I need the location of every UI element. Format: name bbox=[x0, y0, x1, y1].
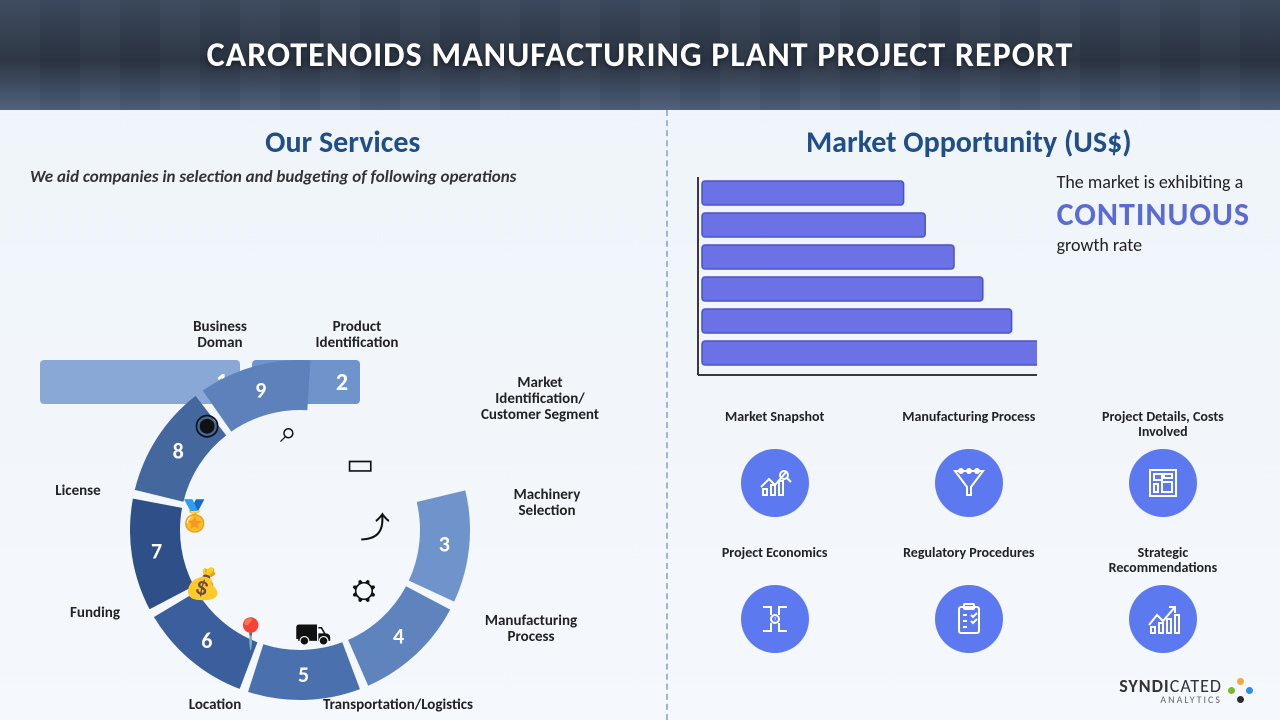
manufacturing-process-icon bbox=[935, 449, 1003, 517]
growth-bar-4 bbox=[702, 309, 1012, 333]
feature-caption: Manufacturing Process bbox=[902, 409, 1035, 443]
growth-bar-2 bbox=[702, 245, 954, 269]
strategic-recs-icon bbox=[1129, 585, 1197, 653]
truck-icon: ⛟ bbox=[294, 620, 332, 650]
ring-label-7: Location bbox=[170, 698, 260, 714]
barcode-search-icon: ⌕ bbox=[280, 418, 297, 448]
feature-project-details-icon: Project Details, Costs Involved bbox=[1083, 409, 1243, 517]
ring-label-3: Market Identification/ Customer Segment bbox=[475, 376, 605, 423]
feature-market-snapshot-icon: Market Snapshot bbox=[695, 409, 855, 517]
certificate-icon: 🏅 bbox=[176, 502, 213, 532]
ring-seg-num-5: 5 bbox=[298, 661, 309, 688]
brand-logo: SYNDICATED ANALYTICS bbox=[1119, 675, 1254, 706]
ring-label-6: Transportation/Logistics bbox=[298, 698, 498, 714]
feature-caption: Project Details, Costs Involved bbox=[1083, 409, 1243, 443]
growth-line2: growth rate bbox=[1057, 234, 1250, 256]
regulatory-procedures-icon bbox=[935, 585, 1003, 653]
services-title: Our Services bbox=[30, 124, 656, 161]
feature-strategic-recs-icon: Strategic Recommendations bbox=[1083, 545, 1243, 653]
content: Our Services We aid companies in selecti… bbox=[0, 110, 1280, 720]
ring-seg-num-4: 4 bbox=[393, 622, 404, 649]
opportunity-title: Market Opportunity (US$) bbox=[688, 124, 1250, 161]
project-economics-icon: ? bbox=[741, 585, 809, 653]
project-details-icon bbox=[1129, 449, 1197, 517]
ring-seg-num-9: 9 bbox=[255, 376, 266, 403]
money-bag-icon: 💰 bbox=[184, 570, 221, 600]
services-panel: Our Services We aid companies in selecti… bbox=[0, 110, 666, 720]
feature-regulatory-procedures-icon: Regulatory Procedures bbox=[889, 545, 1049, 653]
feature-caption: Market Snapshot bbox=[725, 409, 824, 443]
growth-bar-0 bbox=[702, 181, 904, 205]
ring-seg-num-3: 3 bbox=[439, 530, 450, 557]
bars-and-text: The market is exhibiting a CONTINUOUS gr… bbox=[688, 175, 1250, 385]
ring-seg-num-7: 7 bbox=[151, 538, 162, 565]
feature-caption: Strategic Recommendations bbox=[1083, 545, 1243, 579]
growth-big: CONTINUOUS bbox=[1057, 195, 1250, 234]
conveyor-icon: ⛭ bbox=[352, 576, 376, 606]
robot-arm-icon: ⤴ bbox=[360, 514, 390, 544]
logo-dot bbox=[1246, 687, 1253, 694]
growth-bars-chart bbox=[688, 175, 1037, 385]
ring-label-4: Machinery Selection bbox=[487, 488, 607, 520]
ring-label-5: Manufacturing Process bbox=[466, 614, 596, 646]
market-snapshot-icon bbox=[741, 449, 809, 517]
features-grid: Market Snapshot Manufacturing Process Pr… bbox=[688, 409, 1250, 653]
logo-dot bbox=[1237, 696, 1244, 703]
growth-bar-3 bbox=[702, 277, 983, 301]
pin-icon: 📍 bbox=[232, 620, 269, 650]
page-title: CAROTENOIDS MANUFACTURING PLANT PROJECT … bbox=[207, 35, 1074, 76]
header-banner: CAROTENOIDS MANUFACTURING PLANT PROJECT … bbox=[0, 0, 1280, 110]
id-card-icon: ▭ bbox=[346, 450, 374, 480]
growth-line1: The market is exhibiting a bbox=[1057, 171, 1250, 193]
ring-label-2: Product Identification bbox=[292, 320, 422, 352]
logo-dot bbox=[1237, 678, 1244, 685]
ring-seg-num-6: 6 bbox=[201, 627, 212, 654]
feature-manufacturing-process-icon: Manufacturing Process bbox=[889, 409, 1049, 517]
ring-label-9: License bbox=[38, 484, 118, 500]
growth-text: The market is exhibiting a CONTINUOUS gr… bbox=[1057, 171, 1250, 256]
growth-bar-1 bbox=[702, 213, 925, 237]
logo-dot bbox=[1228, 687, 1235, 694]
svg-text:?: ? bbox=[773, 616, 776, 624]
ring-seg-num-8: 8 bbox=[173, 437, 184, 464]
ring-label-8: Funding bbox=[55, 606, 135, 622]
services-subtitle: We aid companies in selection and budget… bbox=[30, 167, 624, 187]
feature-caption: Regulatory Procedures bbox=[903, 545, 1034, 579]
growth-bar-5 bbox=[702, 341, 1037, 365]
feature-project-economics-icon: Project Economics ? bbox=[695, 545, 855, 653]
opportunity-panel: Market Opportunity (US$) The market is e… bbox=[666, 110, 1280, 720]
ring-label-1: Business Doman bbox=[170, 320, 270, 352]
logo-dots-icon bbox=[1228, 678, 1254, 704]
feature-caption: Project Economics bbox=[722, 545, 828, 579]
lightbulb-head-icon: ◉ bbox=[194, 410, 220, 440]
